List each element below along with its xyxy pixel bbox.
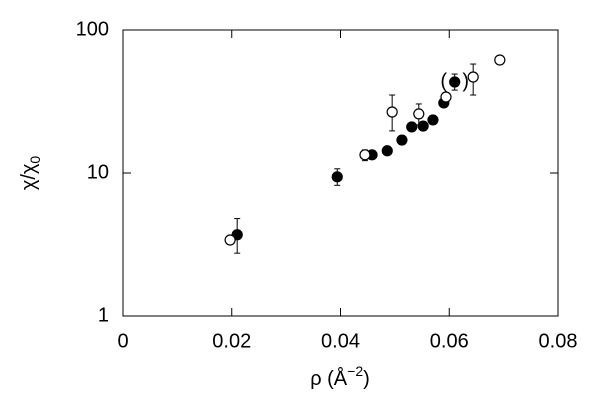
x-tick-label: 0.08 <box>539 330 578 352</box>
y-axis-label: χ/χ0 <box>18 156 42 191</box>
point <box>406 121 418 133</box>
point <box>494 54 506 66</box>
point <box>467 71 479 83</box>
x-tick-label: 0 <box>117 330 128 352</box>
point <box>449 76 461 88</box>
x-axis-label: ρ (Å−2) <box>310 363 370 391</box>
y-tick-label: 100 <box>76 18 109 40</box>
point <box>386 106 398 118</box>
annotation: ) <box>462 70 469 92</box>
y-label-sub: 0 <box>27 156 43 164</box>
point <box>440 91 452 103</box>
x-tick-label: 0.04 <box>321 330 360 352</box>
y-tick-label: 10 <box>87 161 109 183</box>
annotation: ( <box>440 70 447 92</box>
y-tick-label: 1 <box>98 304 109 326</box>
point <box>331 171 343 183</box>
point <box>396 134 408 146</box>
point <box>224 234 236 246</box>
x-label-sup: −2 <box>347 363 363 379</box>
x-tick-label: 0.02 <box>212 330 251 352</box>
y-label-text: χ/χ <box>18 163 40 190</box>
point <box>417 120 429 132</box>
point <box>427 114 439 126</box>
x-label-tail: ) <box>363 368 370 390</box>
x-label-text: ρ (Å <box>310 367 348 390</box>
point <box>413 108 425 120</box>
x-tick-label: 0.06 <box>430 330 469 352</box>
point <box>359 149 371 161</box>
point <box>381 145 393 157</box>
